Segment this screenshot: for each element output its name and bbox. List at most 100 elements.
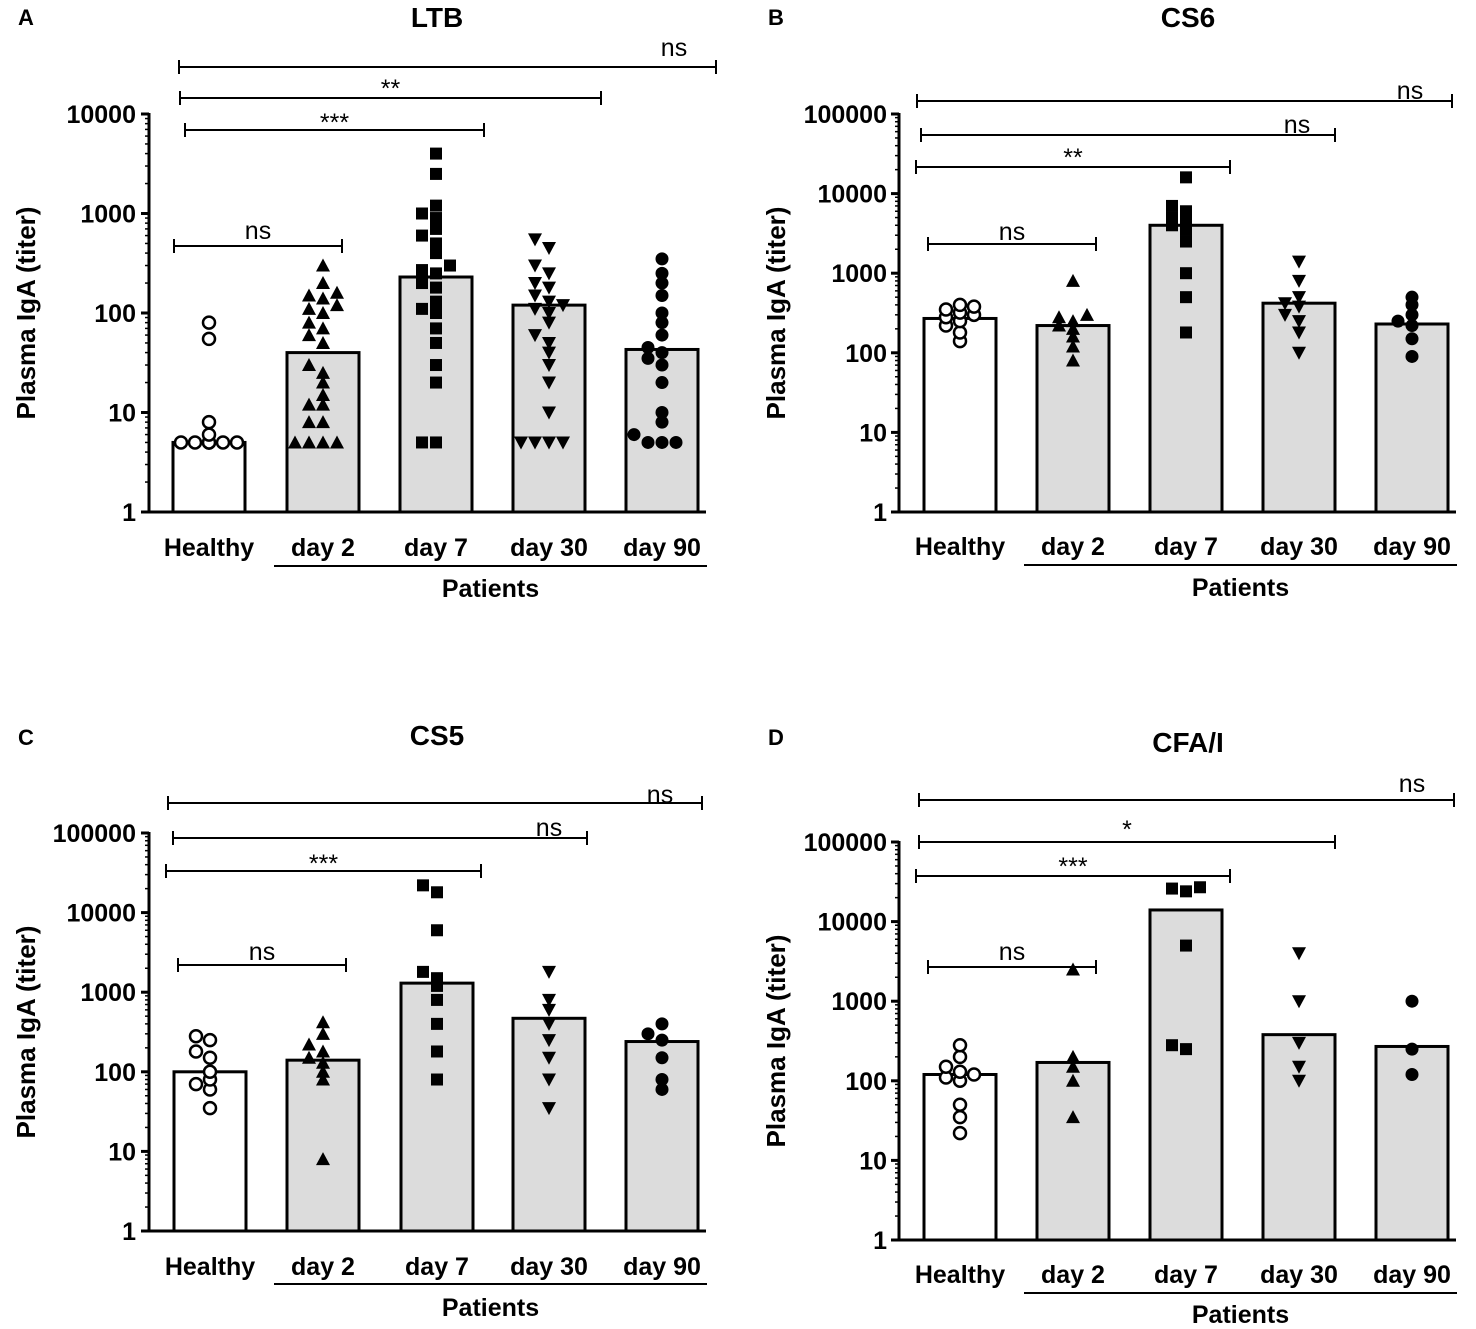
significance-label: ns bbox=[1284, 111, 1310, 139]
data-point bbox=[1405, 290, 1419, 304]
data-point bbox=[430, 295, 442, 308]
data-point bbox=[655, 266, 669, 280]
significance-label: *** bbox=[309, 850, 338, 878]
data-point bbox=[1066, 321, 1080, 335]
data-point bbox=[444, 259, 456, 272]
significance-label: ** bbox=[381, 75, 401, 103]
data-point bbox=[1066, 962, 1080, 976]
data-point bbox=[302, 328, 316, 342]
data-point bbox=[1066, 273, 1080, 287]
data-point bbox=[641, 341, 655, 355]
significance-label: ns bbox=[536, 814, 562, 842]
data-point bbox=[952, 1097, 968, 1113]
bar bbox=[1148, 908, 1224, 1242]
data-point bbox=[1292, 995, 1306, 1009]
data-point bbox=[430, 222, 442, 235]
panel-letter: B bbox=[768, 5, 784, 30]
significance-label: ns bbox=[249, 938, 275, 966]
bar bbox=[1035, 1060, 1111, 1242]
data-point bbox=[966, 299, 982, 314]
data-point bbox=[316, 1055, 330, 1069]
data-point bbox=[655, 276, 669, 290]
x-tick-label: day 7 bbox=[405, 1253, 469, 1281]
data-point bbox=[641, 1027, 655, 1041]
data-point bbox=[528, 289, 542, 303]
data-point bbox=[1405, 1067, 1419, 1081]
y-tick-label: 10 bbox=[859, 1147, 887, 1175]
data-point bbox=[302, 288, 316, 302]
x-tick-label: day 7 bbox=[404, 534, 468, 562]
data-point bbox=[316, 387, 330, 401]
data-point bbox=[416, 207, 428, 220]
x-tick-label: day 7 bbox=[1154, 533, 1218, 561]
significance-label: ns bbox=[999, 938, 1025, 966]
chart-title: CS5 bbox=[410, 720, 464, 751]
data-point bbox=[1405, 319, 1419, 333]
data-point bbox=[952, 1037, 968, 1053]
data-point bbox=[416, 277, 428, 290]
data-point bbox=[641, 435, 655, 449]
data-point bbox=[542, 1003, 556, 1017]
data-point bbox=[316, 258, 330, 272]
data-point bbox=[1066, 314, 1080, 328]
data-point bbox=[556, 436, 570, 450]
data-point bbox=[655, 358, 669, 372]
data-point bbox=[655, 406, 669, 419]
data-point bbox=[202, 1032, 218, 1048]
data-point bbox=[952, 1125, 968, 1141]
x-tick-label: day 2 bbox=[1041, 1261, 1105, 1289]
data-point bbox=[542, 346, 556, 360]
x-tick-label: day 90 bbox=[1373, 533, 1451, 561]
data-point bbox=[302, 397, 316, 411]
x-tick-label: Healthy bbox=[915, 533, 1005, 561]
data-point bbox=[416, 302, 428, 315]
data-point bbox=[1405, 994, 1419, 1008]
data-point bbox=[430, 359, 442, 372]
data-point bbox=[188, 1044, 204, 1059]
data-point bbox=[1292, 1060, 1306, 1074]
significance-label: ns bbox=[1397, 77, 1423, 105]
data-point bbox=[1292, 1074, 1306, 1088]
data-point bbox=[1066, 329, 1080, 343]
data-point bbox=[173, 435, 189, 450]
data-point bbox=[316, 1064, 330, 1078]
data-point bbox=[542, 295, 556, 309]
data-point bbox=[302, 315, 316, 329]
y-tick-label: 100000 bbox=[804, 829, 887, 857]
chart-title: LTB bbox=[411, 2, 463, 33]
data-point bbox=[1180, 291, 1192, 304]
data-point bbox=[542, 316, 556, 330]
data-point bbox=[655, 306, 669, 320]
data-point bbox=[316, 291, 330, 305]
panel-letter: C bbox=[18, 725, 34, 750]
data-point bbox=[215, 435, 231, 450]
data-point bbox=[302, 1050, 316, 1064]
data-point bbox=[1066, 1110, 1080, 1124]
data-point bbox=[1292, 315, 1306, 329]
significance-label: ns bbox=[647, 781, 673, 809]
data-point bbox=[430, 247, 442, 260]
data-point bbox=[416, 436, 428, 449]
data-point bbox=[302, 301, 316, 315]
data-point bbox=[1066, 353, 1080, 367]
y-tick-label: 1000 bbox=[80, 979, 136, 1007]
data-point bbox=[431, 972, 443, 985]
data-point bbox=[655, 328, 669, 342]
data-point bbox=[1292, 947, 1306, 961]
bar bbox=[511, 1016, 587, 1233]
data-point bbox=[430, 322, 442, 335]
y-axis-label: Plasma IgA (titer) bbox=[11, 926, 41, 1139]
x-tick-label: day 90 bbox=[623, 1253, 701, 1281]
data-point bbox=[1292, 291, 1306, 305]
data-point bbox=[201, 414, 217, 430]
data-point bbox=[431, 886, 443, 899]
panel-letter: A bbox=[18, 5, 34, 30]
group-label: Patients bbox=[1192, 1301, 1289, 1329]
data-point bbox=[655, 316, 669, 330]
chart-title: CFA/I bbox=[1152, 727, 1224, 758]
significance-label: *** bbox=[1058, 853, 1087, 881]
data-point bbox=[417, 965, 429, 978]
data-point bbox=[627, 428, 641, 442]
data-point bbox=[430, 436, 442, 449]
